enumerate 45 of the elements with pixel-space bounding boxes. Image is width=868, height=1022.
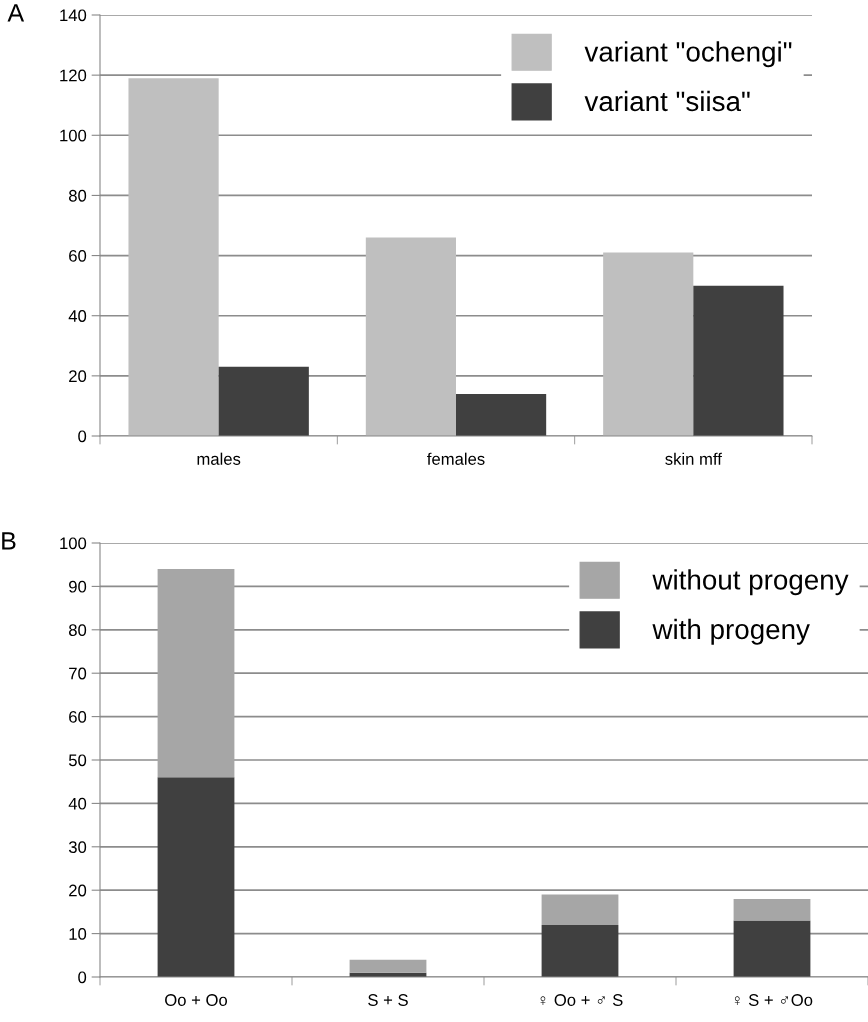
chart-title: B [2, 532, 16, 550]
bar [157, 777, 235, 977]
x-tick-label: ♀ S + ♂Oo [734, 994, 813, 1006]
x-tick-label: females [427, 452, 485, 465]
x-tick-label: skin mff [665, 452, 722, 465]
bar [456, 393, 547, 436]
y-tick-label: 20 [69, 370, 87, 383]
y-tick-label: 80 [68, 624, 87, 636]
x-tick-label: S + S [368, 994, 408, 1006]
bar [733, 898, 811, 921]
y-tick-label: 100 [60, 129, 87, 142]
y-tick-label: 100 [60, 537, 87, 550]
y-tick-label: 10 [69, 928, 87, 940]
bar [349, 959, 427, 973]
y-tick-label: 90 [69, 580, 87, 593]
y-tick-label: 0 [78, 430, 87, 443]
x-tick-label: males [197, 452, 241, 465]
legend-label: without progeny [652, 569, 849, 596]
y-tick-label: 40 [68, 797, 87, 810]
bar [733, 920, 811, 977]
bar [603, 252, 694, 436]
bar [693, 285, 784, 436]
bar [218, 366, 309, 436]
bar [128, 78, 219, 436]
x-tick-label: Oo + Oo [165, 994, 228, 1006]
y-tick-label: 30 [68, 841, 87, 853]
y-tick-label: 120 [60, 69, 87, 82]
y-tick-label: 20 [69, 884, 87, 897]
y-tick-label: 50 [68, 754, 87, 767]
x-tick-label: ♀ Oo + ♂ S [540, 994, 623, 1006]
bar [541, 894, 619, 925]
y-tick-label: 140 [60, 9, 87, 22]
bar [365, 237, 456, 436]
y-tick-label: 40 [68, 310, 87, 322]
chart-title: A [7, 4, 25, 22]
y-tick-label: 0 [78, 971, 87, 984]
legend-label: variant "siisa" [584, 90, 750, 112]
legend-label: variant "ochengi" [584, 41, 792, 68]
legend-label: with progeny [652, 618, 810, 645]
y-tick-label: 60 [69, 711, 87, 723]
y-tick-label: 80 [68, 189, 87, 202]
bar [541, 924, 619, 977]
bar [157, 569, 235, 778]
y-tick-label: 60 [69, 249, 87, 262]
y-tick-label: 70 [69, 667, 87, 680]
